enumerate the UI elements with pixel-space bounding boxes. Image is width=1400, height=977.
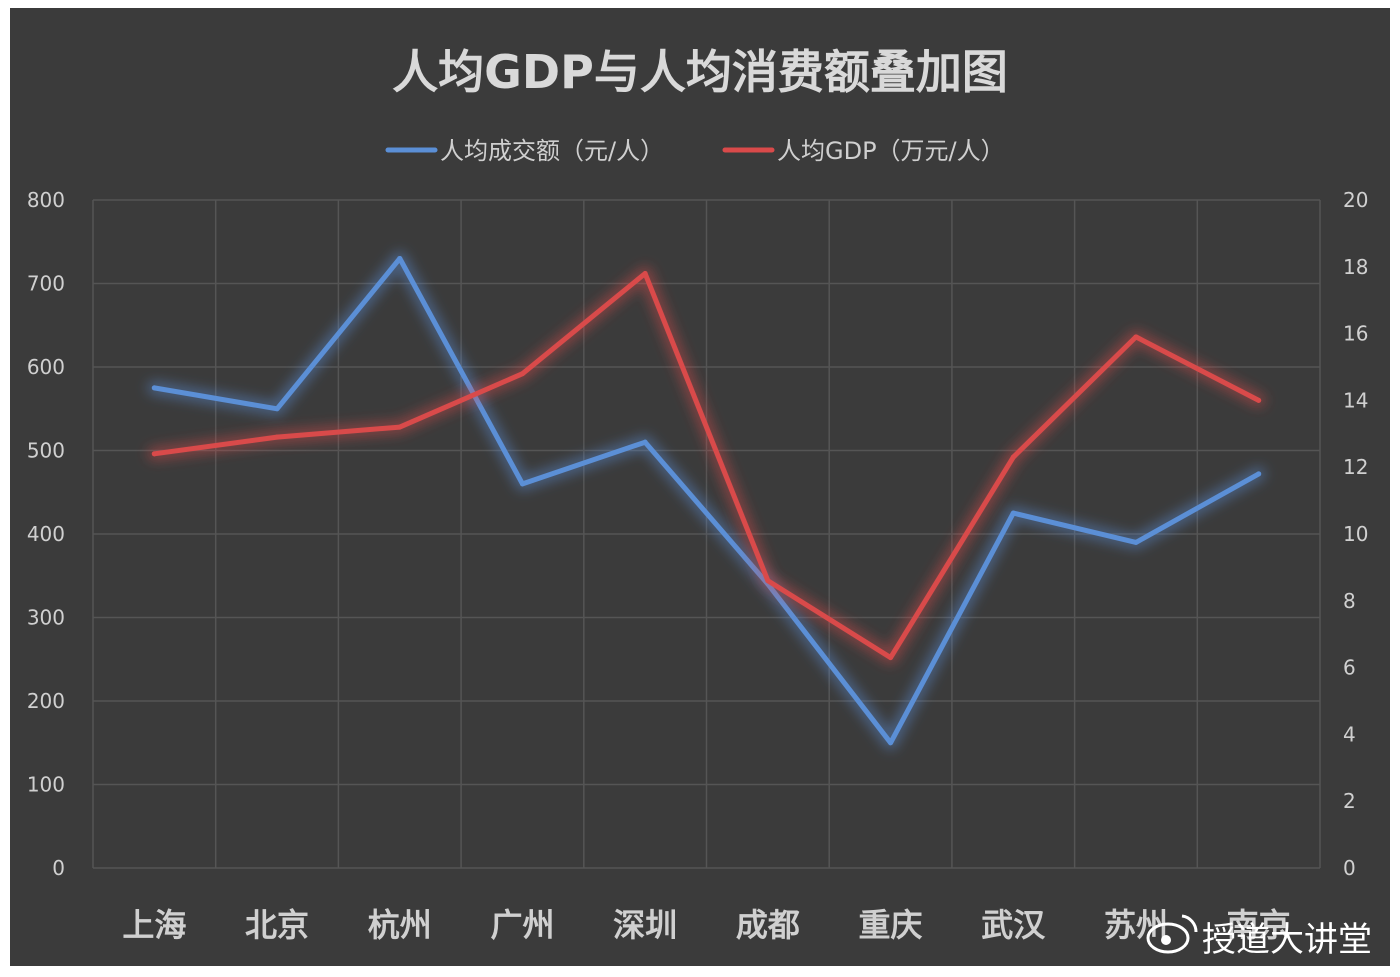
data-point [888,655,894,661]
right-axis: 0 2 4 6 8 10 12 14 16 18 20 [1343,188,1368,880]
left-tick-label: 400 [27,522,65,546]
left-tick-label: 500 [27,439,65,463]
data-point [642,270,648,276]
watermark-text: 授道大讲堂 [1202,920,1372,960]
left-tick-label: 800 [27,188,65,212]
data-point [1256,397,1262,403]
right-tick-label: 12 [1343,455,1368,479]
right-tick-label: 18 [1343,255,1368,279]
right-tick-label: 8 [1343,589,1356,613]
right-tick-label: 20 [1343,188,1368,212]
category-label: 上海 [122,906,186,944]
chart-title: 人均GDP与人均消费额叠加图 [392,45,1008,99]
category-label: 广州 [490,906,554,944]
right-tick-label: 10 [1343,522,1368,546]
series-layer [147,251,1266,750]
data-point [397,255,403,261]
right-tick-label: 2 [1343,789,1356,813]
category-label: 北京 [245,906,309,944]
legend-label-gdp: 人均GDP（万元/人） [777,137,1005,165]
data-point [519,481,525,487]
category-label: 南京 [1227,906,1291,944]
chart-frame: 人均GDP与人均消费额叠加图 人均成交额（元/人） 人均GDP（万元/人） 0 1… [10,8,1390,966]
watermark: 授道大讲堂 [1146,914,1372,960]
right-tick-label: 6 [1343,656,1356,680]
left-tick-label: 300 [27,606,65,630]
data-point [1256,471,1262,477]
left-tick-label: 700 [27,272,65,296]
right-tick-label: 16 [1343,322,1368,346]
weibo-icon [1146,914,1198,954]
chart: 人均GDP与人均消费额叠加图 人均成交额（元/人） 人均GDP（万元/人） 0 1… [27,45,1372,960]
left-tick-label: 600 [27,355,65,379]
data-point [151,385,157,391]
left-axis: 0 100 200 300 400 500 600 700 800 [27,188,65,880]
left-tick-label: 0 [52,856,65,880]
series-gdp [147,266,1266,665]
category-label: 重庆 [859,906,923,944]
series-line [151,271,1262,661]
data-point [1133,334,1139,340]
grid [92,199,1321,869]
legend-label-consumption: 人均成交额（元/人） [440,137,664,165]
right-tick-label: 4 [1343,722,1356,746]
series-line [151,256,1262,746]
data-point [274,434,280,440]
x-axis: 上海 北京 杭州 广州 深圳 成都 重庆 武汉 苏州 南京 [122,906,1290,944]
data-point [151,451,157,457]
data-point [1010,454,1016,460]
left-tick-label: 100 [27,773,65,797]
right-tick-label: 14 [1343,388,1368,412]
data-point [1010,510,1016,516]
category-label: 杭州 [368,906,432,944]
category-label: 深圳 [613,906,677,944]
legend: 人均成交额（元/人） 人均GDP（万元/人） [385,137,1005,165]
category-label: 武汉 [981,906,1046,944]
data-point [642,439,648,445]
data-point [274,406,280,412]
right-tick-label: 0 [1343,856,1356,880]
category-label: 成都 [736,906,800,944]
data-point [397,424,403,430]
left-tick-label: 200 [27,689,65,713]
data-point [765,578,771,584]
data-point [519,371,525,377]
data-point [888,740,894,746]
data-point [1133,539,1139,545]
